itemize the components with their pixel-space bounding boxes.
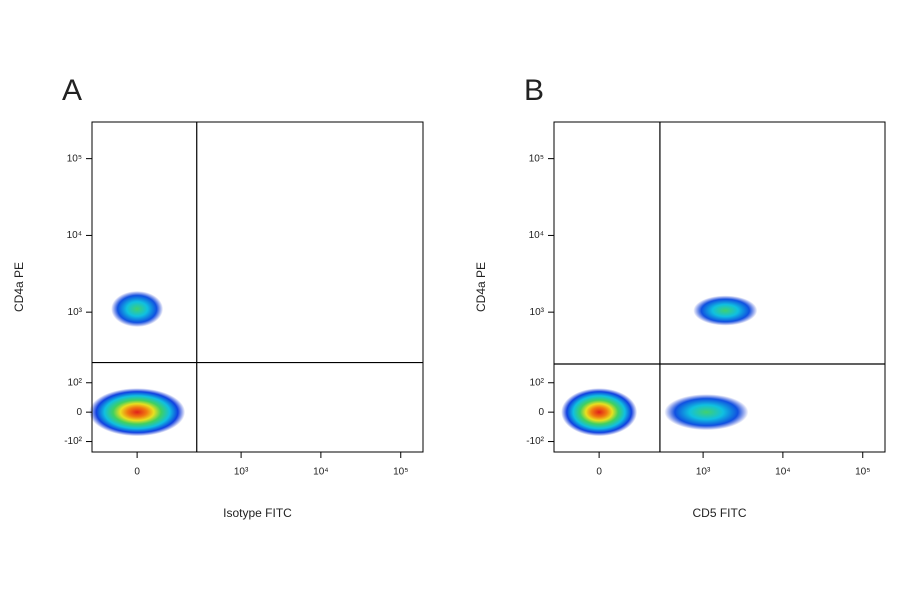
- y-axis-label: CD4a PE: [474, 262, 488, 312]
- population: [664, 394, 749, 431]
- panel-label: B: [524, 74, 544, 107]
- y-tick-label: -10²: [526, 436, 544, 447]
- plot-frame: [553, 121, 886, 453]
- x-tick-label: 0: [596, 467, 602, 478]
- x-axis-label: CD5 FITC: [693, 506, 747, 520]
- population: [561, 388, 638, 437]
- y-tick-label: 10⁵: [67, 153, 82, 164]
- x-tick-label: 10⁴: [775, 467, 790, 478]
- population: [693, 295, 758, 326]
- x-tick-label: 0: [134, 467, 140, 478]
- y-tick-label: 10²: [68, 377, 83, 388]
- y-tick-label: 10³: [530, 307, 545, 318]
- y-tick-label: 0: [538, 407, 544, 418]
- y-tick-label: 10³: [68, 307, 83, 318]
- y-tick-label: 10⁵: [529, 153, 544, 164]
- y-tick-label: 0: [76, 407, 82, 418]
- x-tick-label: 10⁴: [313, 467, 328, 478]
- y-tick-label: 10⁴: [529, 230, 544, 241]
- x-tick-label: 10⁵: [393, 467, 408, 478]
- plot-frame: [91, 121, 424, 453]
- panel-label: A: [62, 74, 82, 107]
- x-tick-label: 10³: [696, 467, 711, 478]
- x-axis-label: Isotype FITC: [223, 506, 292, 520]
- x-tick-label: 10³: [234, 467, 249, 478]
- y-axis-label: CD4a PE: [12, 262, 26, 312]
- y-tick-label: -10²: [64, 436, 82, 447]
- y-tick-label: 10²: [530, 377, 545, 388]
- population: [111, 290, 164, 327]
- x-tick-label: 10⁵: [855, 467, 870, 478]
- population: [89, 388, 186, 437]
- y-tick-label: 10⁴: [67, 230, 82, 241]
